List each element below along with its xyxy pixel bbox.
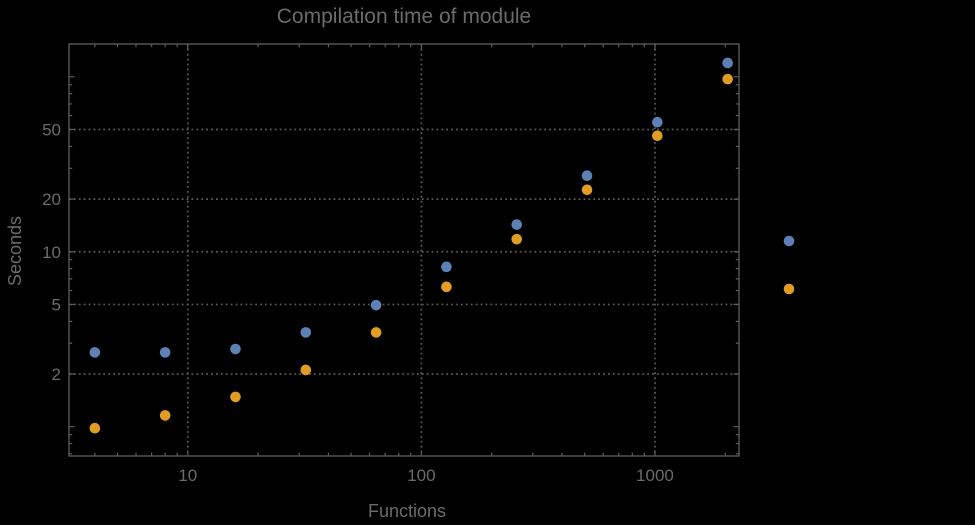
data-point-series-2-orange (511, 233, 523, 245)
data-point-series-2-orange (441, 281, 452, 293)
points-layer (89, 57, 733, 434)
x-tick-label-100: 100 (407, 466, 435, 485)
plot-frame (68, 43, 740, 457)
data-point-series-1-blue (89, 347, 101, 358)
data-point-series-1-blue (159, 347, 171, 358)
chart-legend (783, 235, 795, 295)
data-point-series-2-orange (370, 327, 382, 338)
x-tick-label-10: 10 (178, 466, 197, 485)
data-point-series-1-blue (652, 116, 663, 128)
data-point-series-1-blue (300, 327, 312, 338)
data-point-series-2-orange (89, 422, 101, 434)
data-point-series-1-blue (230, 343, 241, 355)
frame-layer (68, 43, 740, 457)
y-tick-label-10: 10 (42, 243, 61, 262)
data-point-series-2-orange (581, 184, 593, 196)
chart-title: Compilation time of module (277, 5, 531, 28)
y-tick-label-20: 20 (42, 190, 61, 209)
y-tick-label-2: 2 (52, 365, 61, 384)
y-tick-label-50: 50 (42, 120, 61, 139)
data-point-series-2-orange (722, 73, 733, 85)
data-point-series-1-blue (581, 170, 593, 182)
x-axis-label: Functions (368, 501, 446, 521)
data-point-series-2-orange (652, 130, 663, 142)
legend-marker-series-1-blue (783, 235, 795, 247)
data-point-series-1-blue (722, 57, 733, 69)
data-point-series-2-orange (300, 364, 312, 376)
tick-layer: 10 100 1000 2 5 10 20 50 (42, 44, 739, 485)
legend-marker-series-2-orange (783, 283, 795, 295)
data-point-series-1-blue (370, 299, 382, 311)
y-tick-label-5: 5 (52, 295, 61, 314)
grid-layer (69, 44, 739, 456)
data-point-series-1-blue (511, 219, 523, 230)
y-axis-label: Seconds (5, 216, 25, 286)
data-point-series-1-blue (441, 261, 452, 273)
data-point-series-2-orange (159, 410, 171, 421)
data-point-series-2-orange (230, 391, 241, 403)
x-tick-label-1000: 1000 (636, 466, 674, 485)
